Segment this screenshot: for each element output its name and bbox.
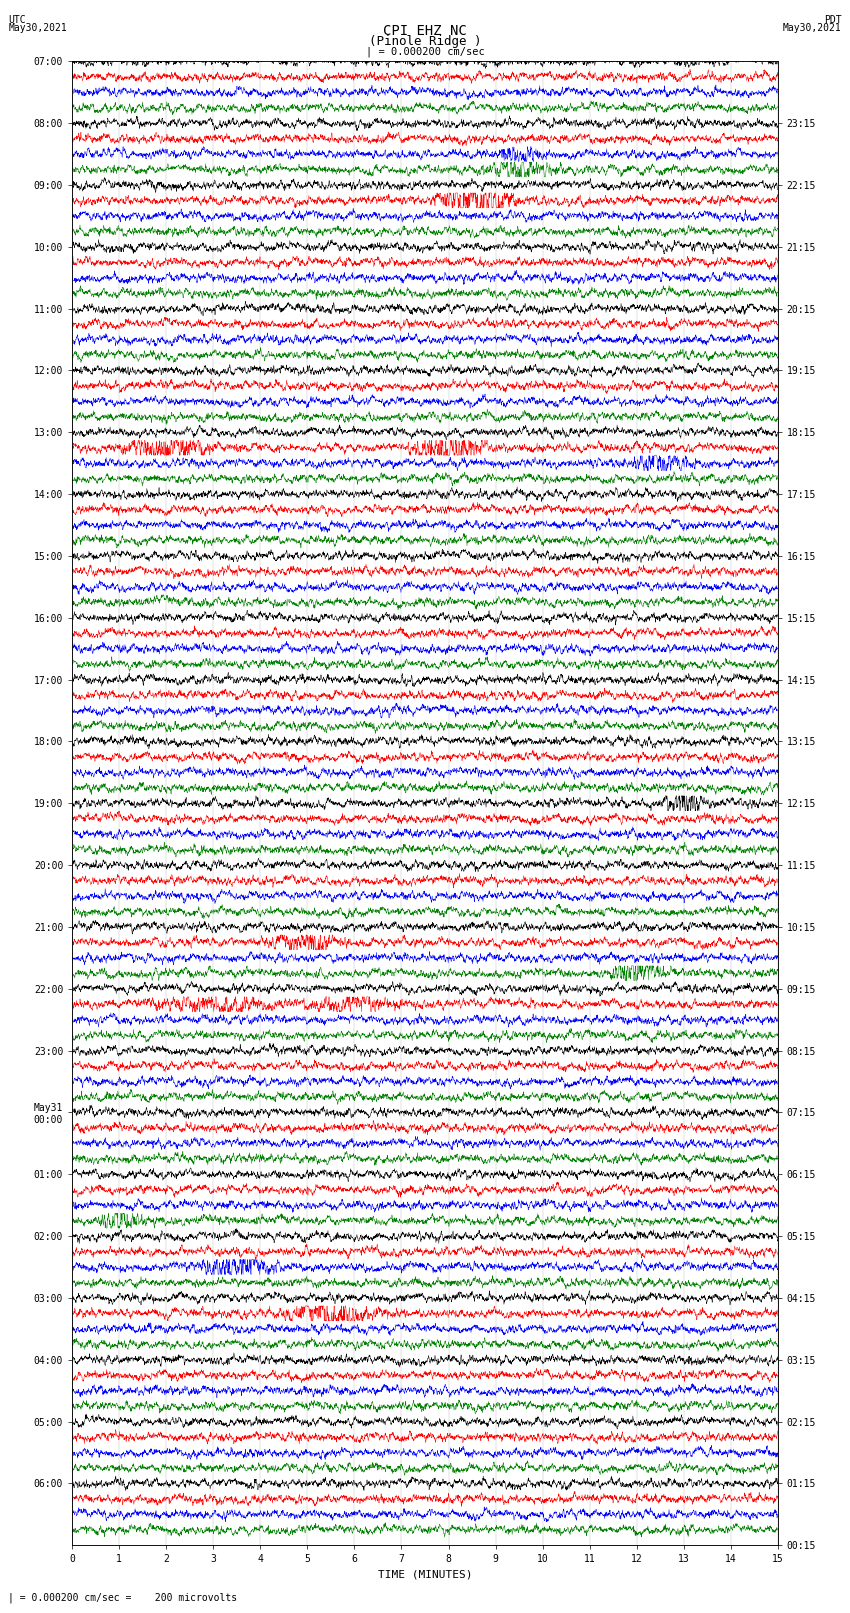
Text: | = 0.000200 cm/sec =    200 microvolts: | = 0.000200 cm/sec = 200 microvolts [8, 1592, 238, 1603]
Text: May30,2021: May30,2021 [8, 23, 67, 32]
Text: | = 0.000200 cm/sec: | = 0.000200 cm/sec [366, 47, 484, 58]
Text: UTC: UTC [8, 15, 26, 24]
Text: (Pinole Ridge ): (Pinole Ridge ) [369, 35, 481, 48]
Text: PDT: PDT [824, 15, 842, 24]
X-axis label: TIME (MINUTES): TIME (MINUTES) [377, 1569, 473, 1579]
Text: May30,2021: May30,2021 [783, 23, 842, 32]
Text: CPI EHZ NC: CPI EHZ NC [383, 24, 467, 39]
